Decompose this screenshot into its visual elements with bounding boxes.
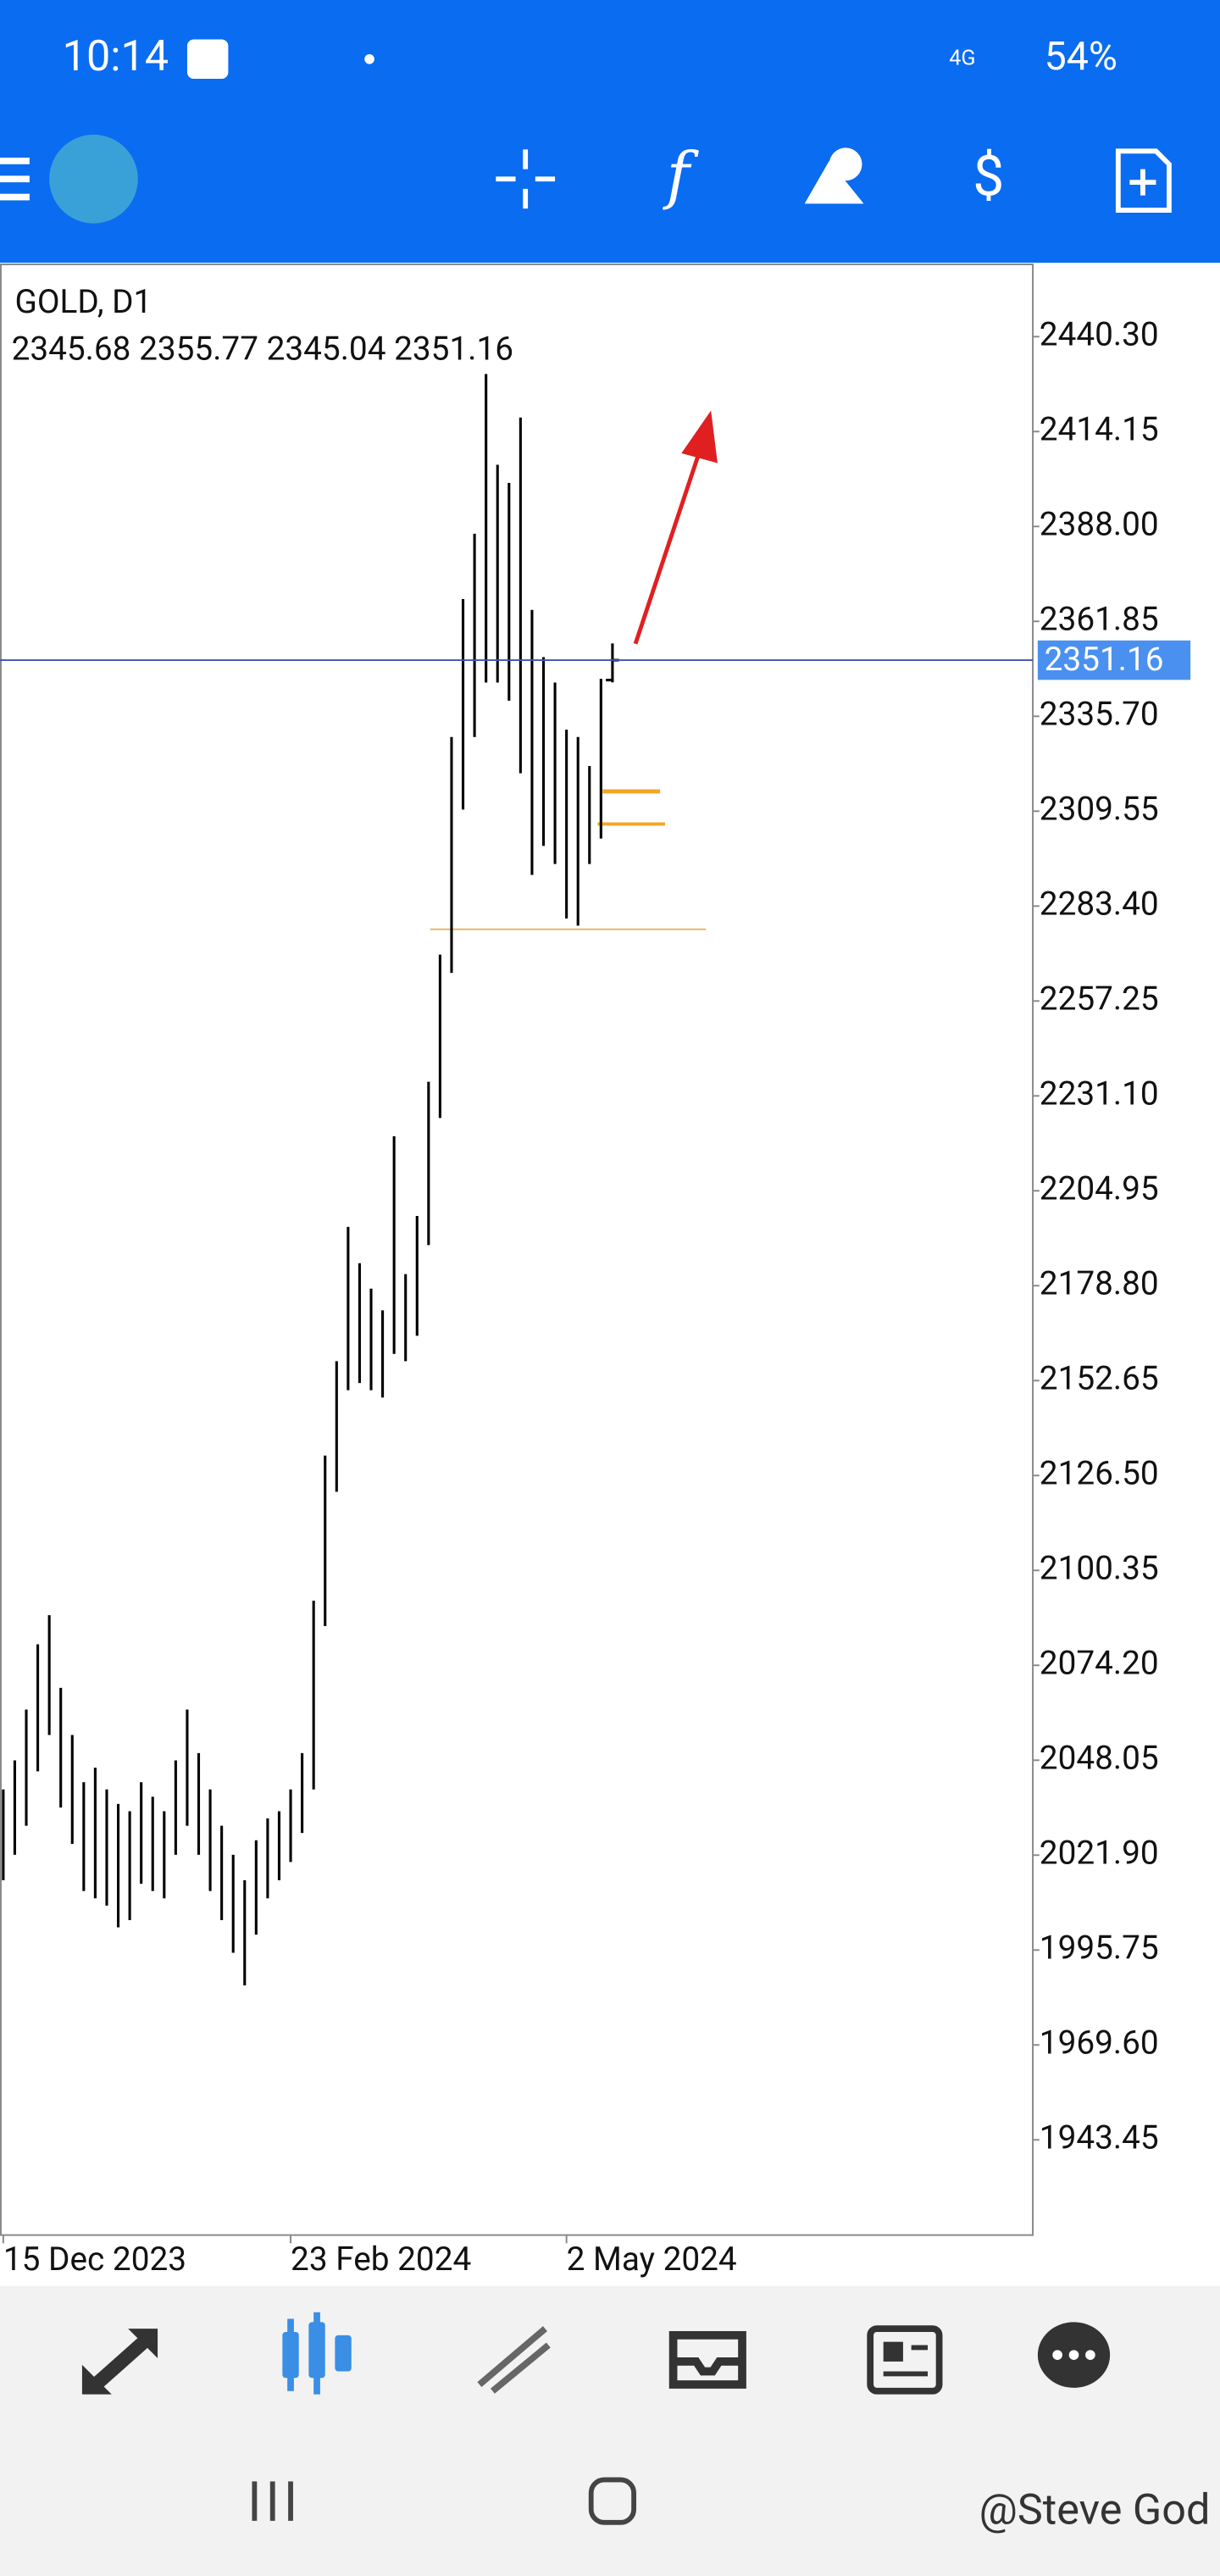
ohlc-low: 2345.04 — [267, 330, 386, 369]
ohlc-high: 2355.77 — [139, 330, 258, 369]
y-tick-label: 2204.95 — [1040, 1170, 1159, 1208]
y-tick-label: 2100.35 — [1040, 1550, 1159, 1588]
y-tick-label: 2126.50 — [1040, 1455, 1159, 1493]
nav-messages[interactable] — [1037, 2322, 1111, 2388]
y-tick-label: 2309.55 — [1040, 791, 1159, 829]
nav-quotes[interactable] — [81, 2329, 158, 2395]
watermark: @Steve God — [979, 2485, 1211, 2535]
current-price-box — [1037, 640, 1191, 680]
y-tick-label: 2178.80 — [1040, 1265, 1159, 1303]
nav-chart[interactable] — [282, 2312, 352, 2395]
network: 4G — [949, 46, 975, 70]
chart-frame — [0, 264, 1034, 2236]
y-tick-label: 2257.25 — [1040, 980, 1159, 1019]
y-tick-label: 2152.65 — [1040, 1360, 1159, 1398]
y-tick-label: 2231.10 — [1040, 1075, 1159, 1113]
y-tick-label: 2361.85 — [1040, 601, 1159, 639]
battery: 54% — [1045, 34, 1117, 80]
current-price-label: 2351.16 — [1045, 641, 1164, 679]
x-tick-label: 15 Dec 2023 — [3, 2240, 186, 2279]
trade-button[interactable]: $ — [973, 145, 1004, 210]
y-tick-label: 1995.75 — [1040, 1929, 1159, 1968]
new-order-button[interactable] — [1115, 148, 1172, 213]
app-header — [0, 0, 1220, 264]
ohlc-open: 2345.68 — [12, 330, 131, 369]
nav-trade[interactable] — [477, 2326, 551, 2394]
y-tick-label: 1969.60 — [1040, 2024, 1159, 2062]
y-tick-label: 2021.90 — [1040, 1835, 1159, 1873]
status-dot — [364, 53, 374, 64]
objects-button[interactable] — [804, 147, 864, 204]
status-icon — [186, 39, 229, 80]
y-tick-label: 2074.20 — [1040, 1645, 1159, 1683]
x-tick-label: 23 Feb 2024 — [291, 2240, 471, 2279]
nav-news[interactable] — [867, 2325, 943, 2395]
sys-home[interactable] — [588, 2477, 637, 2525]
ohlc-close: 2351.16 — [394, 330, 513, 369]
bottom-nav — [0, 2285, 1220, 2576]
menu-button[interactable] — [0, 158, 30, 201]
x-tick-label: 2 May 2024 — [567, 2240, 737, 2279]
arrow-annotation — [633, 410, 718, 645]
y-tick-label: 2388.00 — [1040, 506, 1159, 544]
plot: 2440.30 2414.15 2388.00 2361.85 2335.70 2309.… — [0, 316, 1191, 2279]
y-tick-label: 2414.15 — [1040, 411, 1159, 449]
y-tick-label: 2440.30 — [1040, 316, 1159, 354]
clock: 10:14 — [63, 31, 169, 81]
y-tick-label: 2335.70 — [1040, 696, 1159, 734]
y-tick-label: 2283.40 — [1040, 886, 1159, 924]
sys-recent[interactable] — [252, 2481, 293, 2521]
y-tick-label: 1943.45 — [1040, 2119, 1159, 2157]
crosshair-button[interactable] — [496, 149, 556, 209]
nav-history[interactable] — [668, 2331, 746, 2389]
y-tick-label: 2048.05 — [1040, 1740, 1159, 1778]
app-logo[interactable] — [49, 134, 138, 224]
ohlc-values: 2345.68 2355.77 2345.04 2351.16 — [12, 330, 513, 369]
chart-title: GOLD, D1 — [14, 283, 152, 321]
